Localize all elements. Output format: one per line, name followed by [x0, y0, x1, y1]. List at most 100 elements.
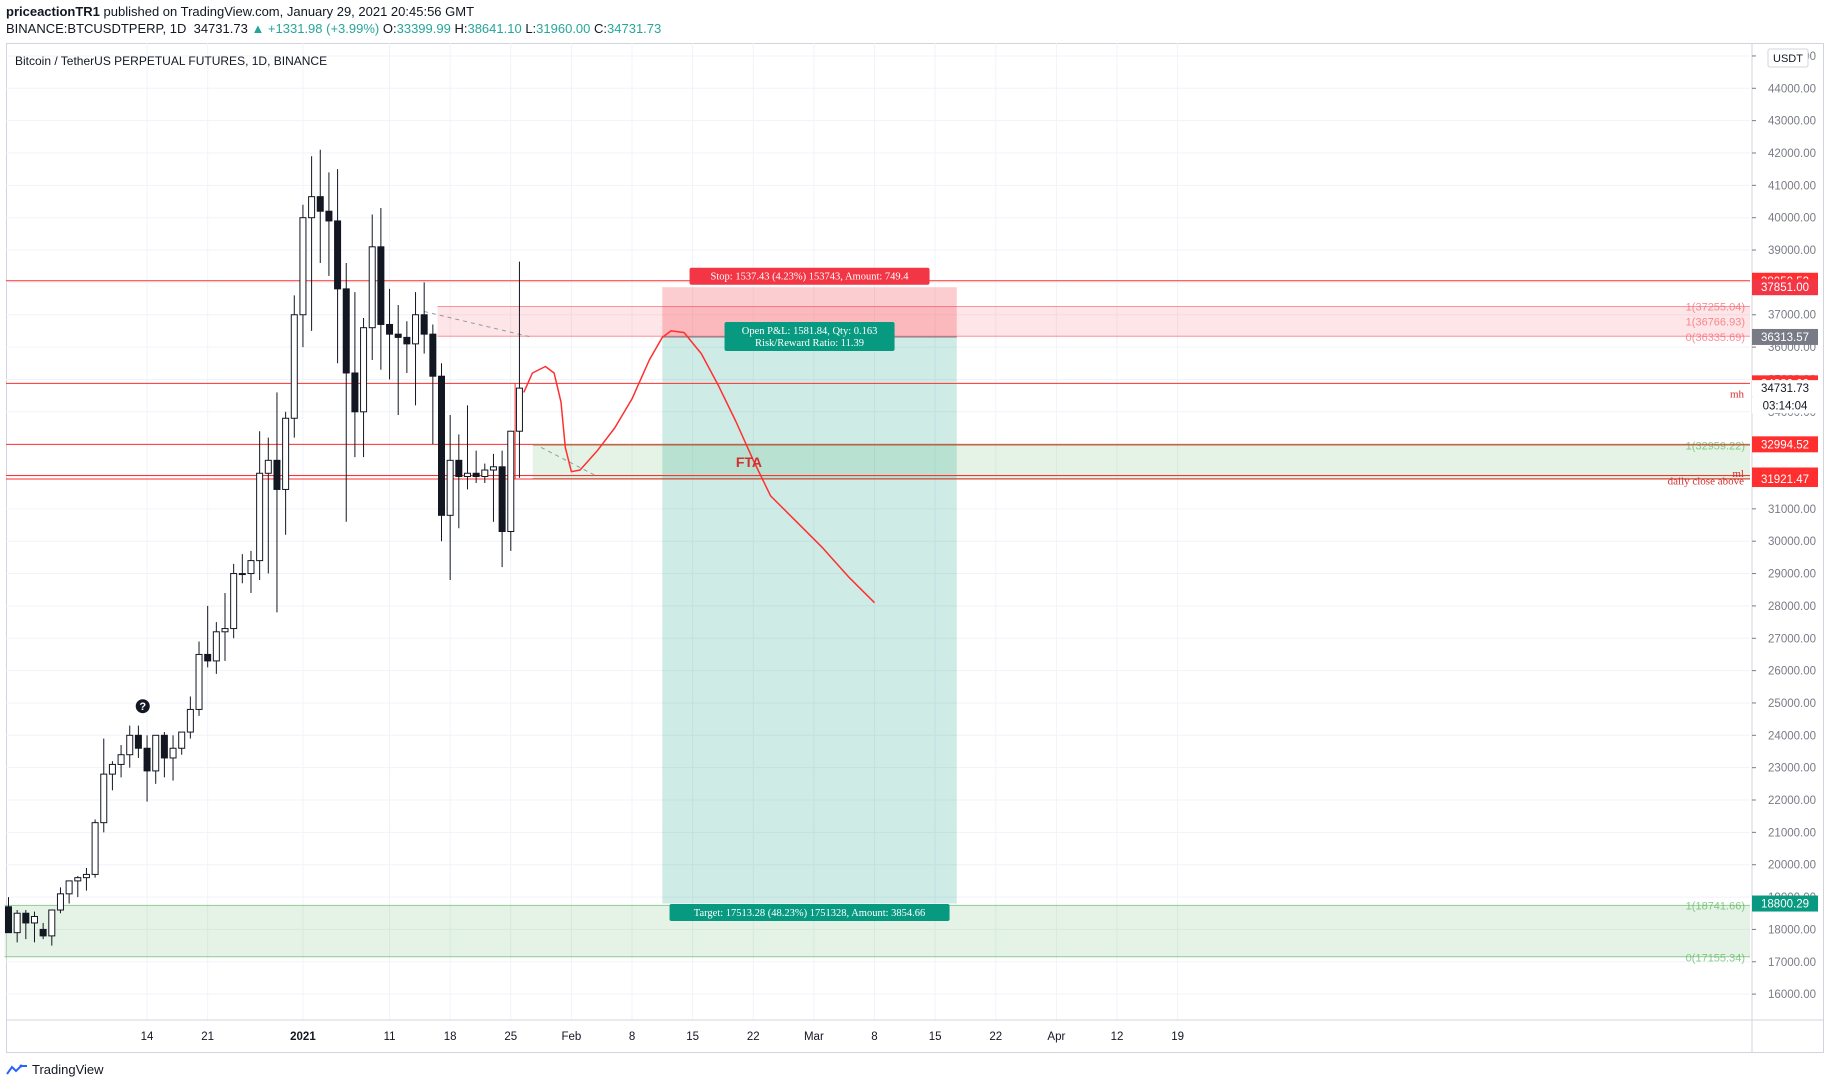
price-axis-label: 21000.00 — [1768, 827, 1816, 839]
time-axis-label: 25 — [504, 1031, 517, 1043]
candle — [472, 450, 480, 483]
candle-body-up — [221, 628, 229, 633]
candle — [134, 725, 142, 758]
candle-body-down — [351, 372, 359, 413]
candle — [195, 641, 203, 716]
trend-dash — [540, 446, 598, 477]
candle-body-up — [481, 469, 489, 478]
footer-brand[interactable]: TradingView — [32, 1062, 104, 1077]
time-axis-label: 15 — [686, 1031, 699, 1043]
candle-body-down — [316, 196, 324, 212]
trend-dash — [424, 311, 533, 338]
candle-body-up — [74, 877, 82, 882]
time-axis-label: 11 — [384, 1031, 396, 1043]
target-label: Target: 17513.28 (48.23%) 1751328, Amoun… — [669, 904, 950, 922]
candle-body-up — [299, 217, 307, 316]
price-axis-label: 43000.00 — [1768, 116, 1816, 128]
candle-body-down — [5, 906, 12, 934]
time-axis-label: 2021 — [290, 1031, 316, 1043]
chart-frame[interactable] — [6, 43, 1824, 1053]
candle-body-up — [446, 459, 454, 516]
candle-body-up — [230, 573, 238, 630]
candle-body-down — [334, 220, 342, 290]
time-axis-label: 8 — [871, 1031, 877, 1043]
candle-body-down — [429, 333, 437, 377]
candle — [74, 876, 82, 898]
fib-zone-label: 1(36766.93) — [1686, 316, 1745, 328]
candle — [299, 204, 307, 348]
candle — [230, 563, 238, 639]
candle-body-down — [377, 246, 385, 325]
candle-body-up — [463, 472, 471, 478]
price-axis-badge-text: 36313.57 — [1761, 332, 1809, 344]
candle — [360, 317, 368, 458]
candle — [221, 592, 229, 661]
last-price: 34731.73 — [193, 21, 248, 36]
time-axis-label: Mar — [804, 1031, 824, 1043]
price-axis-label: 26000.00 — [1768, 666, 1816, 678]
price-axis-badge — [1752, 895, 1818, 912]
fib-zone-label: 1(18741.66) — [1686, 900, 1745, 912]
candle — [334, 169, 342, 364]
candle — [30, 911, 38, 943]
candle-body-up — [100, 773, 108, 824]
candle-body-up — [256, 472, 264, 562]
price-axis-badge-text: 37851.00 — [1761, 282, 1809, 294]
candle — [256, 431, 264, 581]
level-note-label: mh — [1730, 388, 1745, 400]
author-name[interactable]: priceactionTR1 — [6, 4, 100, 19]
price-axis-badge — [1752, 397, 1818, 414]
publish-info: priceactionTR1 published on TradingView.… — [6, 4, 474, 19]
candle-body-up — [186, 708, 194, 733]
price-axis-badge-text: 31921.47 — [1761, 474, 1809, 486]
candle-body-down — [394, 333, 402, 338]
candle — [325, 172, 333, 276]
candle-body-up — [30, 915, 38, 924]
candle — [481, 463, 489, 483]
pnl-label-text: Open P&L: 1581.84, Qty: 0.163 — [742, 326, 878, 337]
stop-label: Stop: 1537.43 (4.23%) 153743, Amount: 74… — [689, 267, 930, 285]
time-axis-label: 12 — [1111, 1031, 1124, 1043]
candle — [247, 550, 255, 593]
currency-badge: USDT — [1767, 48, 1809, 68]
candle — [126, 725, 134, 768]
currency-badge-text: USDT — [1773, 53, 1803, 65]
high-label: H: — [454, 21, 468, 36]
stop-label-text: Stop: 1537.43 (4.23%) 153743, Amount: 74… — [711, 272, 910, 283]
candle-body-up — [126, 734, 134, 756]
candle — [91, 819, 99, 878]
currency-badge-box — [1767, 48, 1809, 68]
candle-body-down — [498, 466, 506, 532]
price-axis-label: 18000.00 — [1768, 924, 1816, 936]
candle — [117, 745, 125, 778]
time-axis-label: Feb — [561, 1031, 581, 1043]
close-value: 34731.73 — [607, 21, 662, 36]
candle — [152, 734, 160, 784]
candle — [282, 411, 290, 535]
candle-body-down — [143, 747, 151, 772]
price-axis-label: 30000.00 — [1768, 536, 1816, 548]
price-axis-badge-text: 18800.29 — [1761, 899, 1809, 911]
price-axis-badge-text: 03:14:04 — [1763, 400, 1808, 412]
candle-body-down — [39, 928, 47, 937]
price-axis-label: 23000.00 — [1768, 763, 1816, 775]
time-axis-label: 18 — [444, 1031, 457, 1043]
candle-body-up — [91, 822, 99, 875]
candle — [22, 910, 30, 940]
candle — [48, 909, 56, 946]
question-mark-glyph: ? — [139, 701, 146, 713]
price-axis-label: 29000.00 — [1768, 569, 1816, 581]
candle-body-down — [160, 734, 168, 759]
candle-body-up — [412, 314, 420, 345]
candle-body-up — [212, 631, 220, 662]
level-note-label: daily close above — [1668, 475, 1744, 487]
price-axis-label: 40000.00 — [1768, 213, 1816, 225]
candle-body-down — [273, 459, 281, 490]
candle-body-up — [13, 912, 21, 934]
candle — [515, 261, 523, 478]
candle — [238, 554, 246, 584]
price-axis-badge — [1752, 436, 1818, 453]
candle — [342, 262, 350, 522]
candle — [403, 321, 411, 373]
